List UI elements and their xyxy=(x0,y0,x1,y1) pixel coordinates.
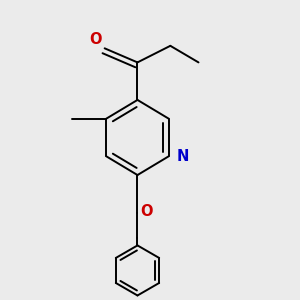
Text: N: N xyxy=(177,149,189,164)
Text: O: O xyxy=(90,32,102,47)
Text: O: O xyxy=(141,204,153,219)
